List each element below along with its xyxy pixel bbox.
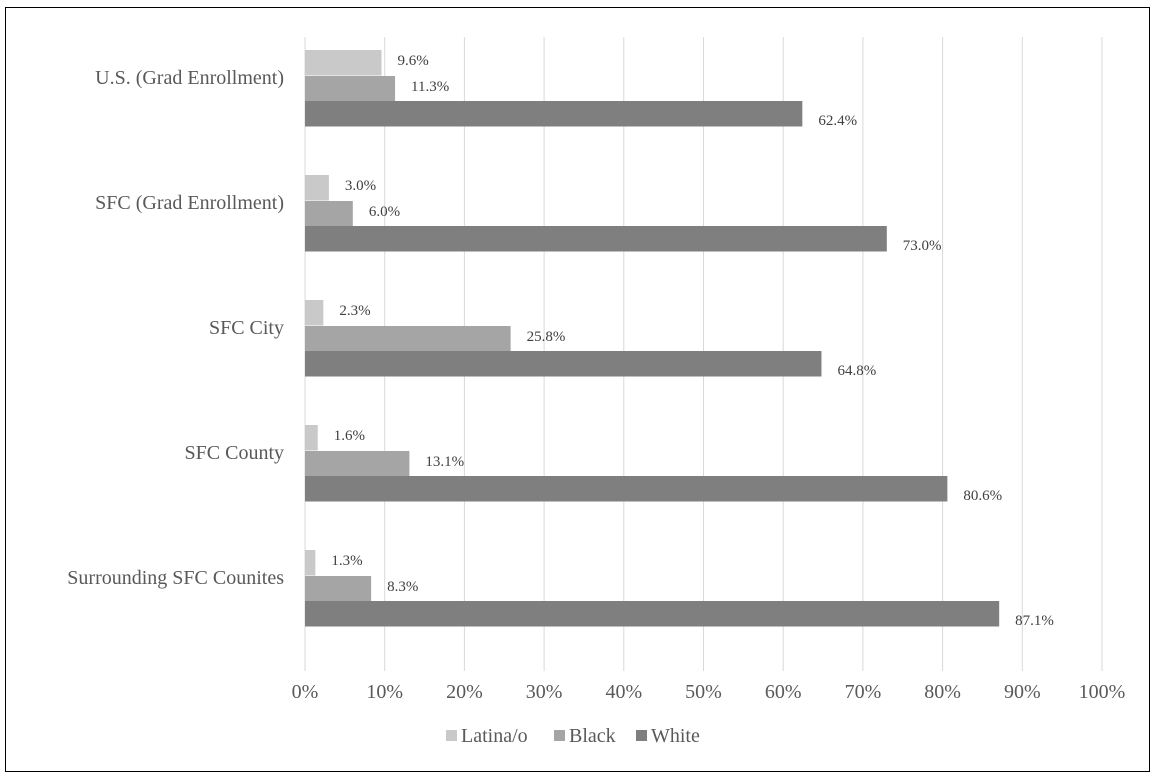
chart-frame: 9.6% 3.0% 2.3% 1.6% 1.3% 11.3% 6.0% 25.8% 13.1% 8… [5, 7, 1150, 772]
bar-latina-o [305, 300, 324, 326]
bar-black [305, 576, 372, 602]
x-tick-label: 0% [292, 681, 319, 703]
x-tick-label: 40% [605, 681, 642, 703]
category-label: SFC City [209, 317, 284, 339]
x-tick-label: 50% [685, 681, 722, 703]
bar-latina-o [305, 50, 382, 76]
legend-swatch [446, 730, 457, 741]
bar-latina-o [305, 550, 316, 576]
legend-label: White [651, 725, 700, 747]
data-label: 11.3% [411, 79, 449, 95]
category-label: Surrounding SFC Counites [67, 567, 284, 589]
data-label: 87.1% [1015, 613, 1054, 629]
bar-white [305, 101, 803, 127]
x-tick-label: 10% [366, 681, 403, 703]
x-tick-label: 100% [1079, 681, 1126, 703]
legend: Latina/o Black White [446, 725, 700, 747]
data-label: 62.4% [818, 113, 857, 129]
data-label: 1.3% [331, 553, 362, 569]
data-label: 3.0% [345, 178, 376, 194]
bar-white [305, 601, 1000, 627]
bar-white [305, 226, 887, 252]
legend-label: Latina/o [461, 725, 528, 747]
bar-white [305, 351, 822, 377]
x-tick-label: 90% [1004, 681, 1041, 703]
bar-latina-o [305, 425, 318, 451]
category-label: SFC County [185, 442, 284, 464]
bar-white [305, 476, 948, 502]
bar-chart: 9.6% 3.0% 2.3% 1.6% 1.3% 11.3% 6.0% 25.8% 13.1% 8… [67, 37, 1126, 747]
legend-swatch [554, 730, 565, 741]
data-label: 13.1% [425, 454, 464, 470]
category-label: SFC (Grad Enrollment) [95, 192, 284, 214]
data-label: 8.3% [387, 579, 418, 595]
category-label: U.S. (Grad Enrollment) [95, 67, 284, 89]
data-label: 25.8% [527, 329, 566, 345]
data-label: 1.6% [334, 428, 365, 444]
bar-black [305, 451, 410, 477]
x-tick-label: 80% [924, 681, 961, 703]
x-tick-label: 60% [765, 681, 802, 703]
bar-black [305, 326, 511, 352]
bar-black [305, 201, 353, 227]
data-label: 2.3% [339, 303, 370, 319]
legend-swatch [636, 730, 647, 741]
legend-label: Black [569, 725, 616, 747]
category-labels: U.S. (Grad Enrollment) SFC (Grad Enrollme… [67, 67, 284, 589]
data-label: 80.6% [963, 488, 1002, 504]
x-tick-label: 30% [526, 681, 563, 703]
data-label: 6.0% [369, 204, 400, 220]
x-tick-label: 70% [845, 681, 882, 703]
bar-latina-o [305, 175, 329, 201]
data-label: 9.6% [398, 53, 429, 69]
bar-black [305, 76, 396, 102]
data-label: 73.0% [903, 238, 942, 254]
data-label: 64.8% [837, 363, 876, 379]
x-tick-label: 20% [446, 681, 483, 703]
x-tick-labels: 0% 10% 20% 30% 40% 50% 60% 70% 80% 90% 100% [292, 681, 1126, 703]
bars: 9.6% 3.0% 2.3% 1.6% 1.3% 11.3% 6.0% 25.8% 13.1% 8… [305, 50, 1054, 629]
